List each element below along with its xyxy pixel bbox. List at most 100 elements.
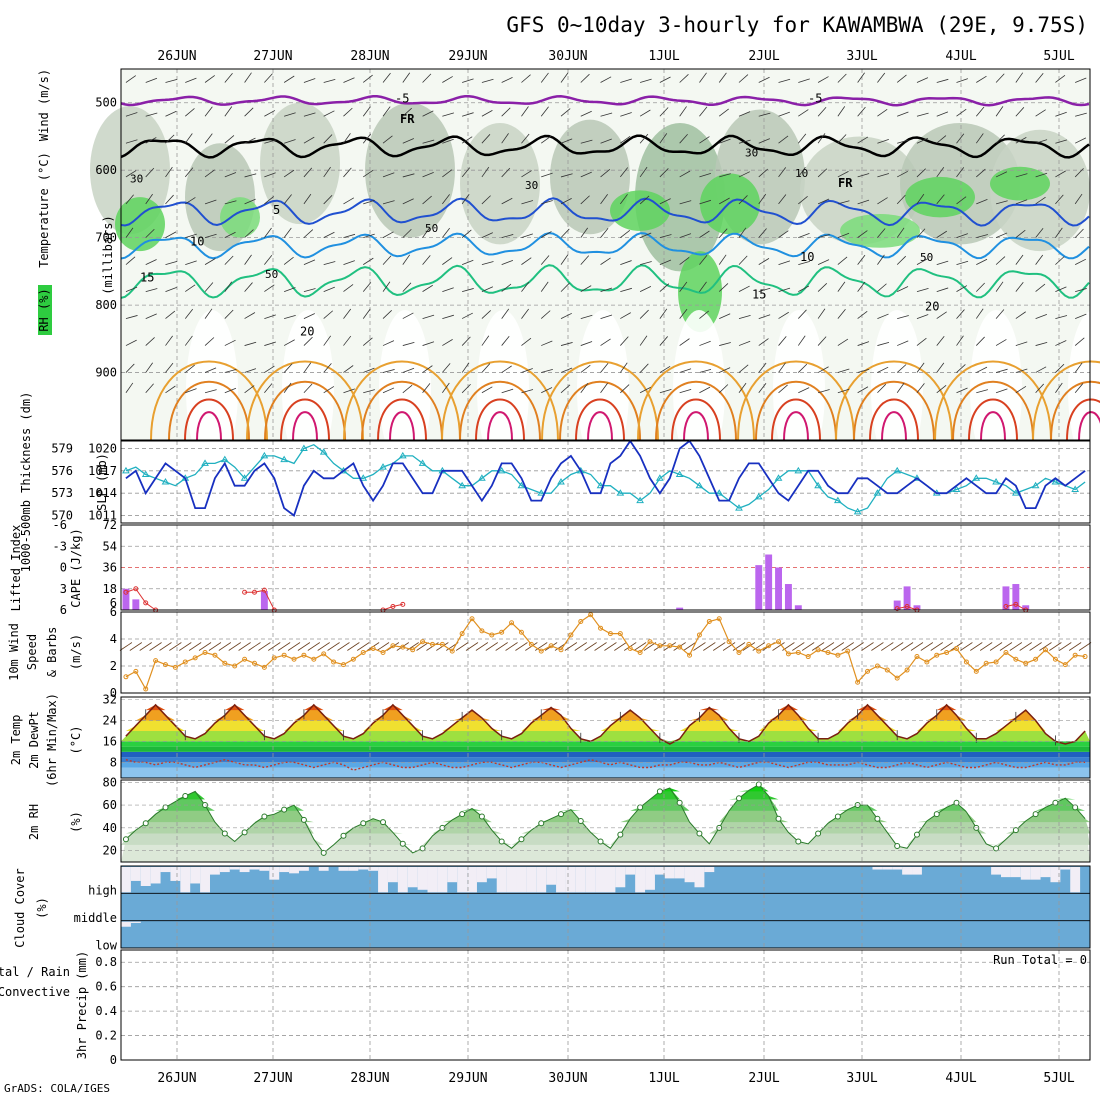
- wind-barb: [541, 231, 552, 238]
- wind-barb: [461, 312, 473, 319]
- cape-bar: [1002, 586, 1010, 610]
- wind-barb: [1055, 315, 1068, 319]
- wind10-barb: [535, 642, 548, 651]
- thickness-marker: [220, 455, 229, 463]
- cape-bar: [122, 588, 130, 610]
- wind10-barb: [1068, 642, 1082, 651]
- wind-barb: [817, 76, 829, 83]
- wind10-marker: [271, 655, 277, 661]
- wind-barb: [580, 255, 590, 265]
- temp-contour-arch: [389, 411, 415, 441]
- wind-barb: [402, 173, 415, 178]
- wind-barb: [264, 314, 276, 319]
- thickness-marker: [695, 481, 704, 489]
- wind10-marker: [716, 616, 722, 622]
- thickness-marker: [141, 470, 150, 478]
- wind-barb: [620, 260, 632, 265]
- wind-barb: [402, 254, 411, 265]
- wind-barb: [541, 369, 553, 373]
- wind10-marker: [251, 660, 257, 666]
- wind-barb: [442, 76, 453, 83]
- cloud-high-bar: [378, 867, 388, 893]
- wind-barb: [936, 230, 948, 238]
- wind-barb: [877, 197, 888, 205]
- lifted-index-line: [382, 603, 403, 611]
- wind-barb: [185, 284, 196, 292]
- wind10-marker: [1082, 654, 1088, 660]
- wind-barb: [422, 383, 431, 394]
- cloud-high-bar: [279, 867, 290, 873]
- temp-contour-label: 10: [190, 235, 204, 249]
- rh2m-marker: [261, 813, 268, 820]
- wind-barb: [798, 232, 810, 239]
- wind-barb: [738, 171, 750, 178]
- wind-barb: [699, 172, 711, 178]
- wind10-marker: [805, 654, 811, 660]
- wind-barb: [620, 362, 628, 373]
- wind-barb: [501, 365, 512, 373]
- slp-ytick: 1014: [88, 486, 117, 500]
- wind-barb: [580, 195, 590, 205]
- wind-barb: [976, 366, 988, 373]
- rh-dry-lobe: [477, 310, 529, 470]
- wind-barb: [264, 254, 273, 265]
- wind-barb: [540, 255, 550, 265]
- wind-barb: [343, 107, 353, 117]
- cloud-high-bar: [457, 867, 468, 893]
- wind-barb: [995, 171, 1008, 178]
- rh2m-ytick: 20: [103, 844, 117, 858]
- wind-barb: [323, 261, 336, 266]
- wind10-marker: [785, 651, 791, 657]
- wind-barb: [323, 195, 333, 205]
- temp-contour-arch: [1078, 411, 1100, 441]
- wind-barb: [837, 309, 846, 319]
- wind-barb: [916, 112, 929, 117]
- wind-barb: [204, 258, 216, 265]
- wind-barb: [718, 384, 729, 394]
- wind-barb: [521, 281, 530, 292]
- wind-barb: [204, 199, 217, 205]
- cloud-high-bar: [615, 867, 626, 888]
- wind-barb: [995, 256, 1006, 265]
- temp-contour-arch: [655, 380, 737, 441]
- wind-barb: [501, 234, 514, 239]
- wind-barb: [501, 335, 510, 346]
- wind10-barb: [169, 642, 182, 651]
- wind-barb: [1075, 313, 1087, 319]
- wind10-barb: [792, 642, 805, 651]
- thickness-marker: [300, 444, 308, 451]
- cape-ytick: 18: [103, 582, 117, 596]
- wind-barb: [323, 310, 334, 319]
- rh2m-marker: [755, 781, 762, 788]
- wind10-marker: [1023, 660, 1029, 666]
- wind-barb: [758, 362, 767, 373]
- wind-barb: [481, 335, 490, 346]
- wind-barb: [224, 172, 237, 178]
- wind10-marker: [835, 652, 841, 658]
- wind10-marker: [904, 667, 910, 673]
- cape-bar: [794, 605, 802, 610]
- wind-barb: [204, 337, 215, 346]
- upper-air-ytick: 700: [95, 231, 117, 245]
- wind-barb: [1055, 74, 1066, 83]
- wind-barb: [204, 233, 217, 239]
- wind-barb: [620, 384, 630, 394]
- wind-barb: [382, 255, 392, 265]
- wind-barb: [956, 108, 967, 117]
- wind-barb: [362, 106, 371, 117]
- wind-barb: [1015, 72, 1024, 83]
- wind10-barb: [752, 642, 765, 651]
- wind-barb: [639, 195, 650, 205]
- top-date-label: 3JUL: [846, 49, 877, 64]
- cloud-high-bar: [546, 867, 557, 885]
- wind10-marker: [449, 648, 455, 654]
- wind-barb: [620, 287, 632, 292]
- wind-barb: [699, 368, 712, 373]
- cloud-label-a: Cloud Cover: [13, 868, 27, 947]
- wind-barb: [659, 198, 671, 205]
- wind-barb: [125, 112, 138, 117]
- wind-barb: [1055, 139, 1068, 144]
- wind10-barb: [455, 642, 469, 651]
- freezing-label: FR: [400, 112, 415, 126]
- wind-barb: [264, 73, 273, 83]
